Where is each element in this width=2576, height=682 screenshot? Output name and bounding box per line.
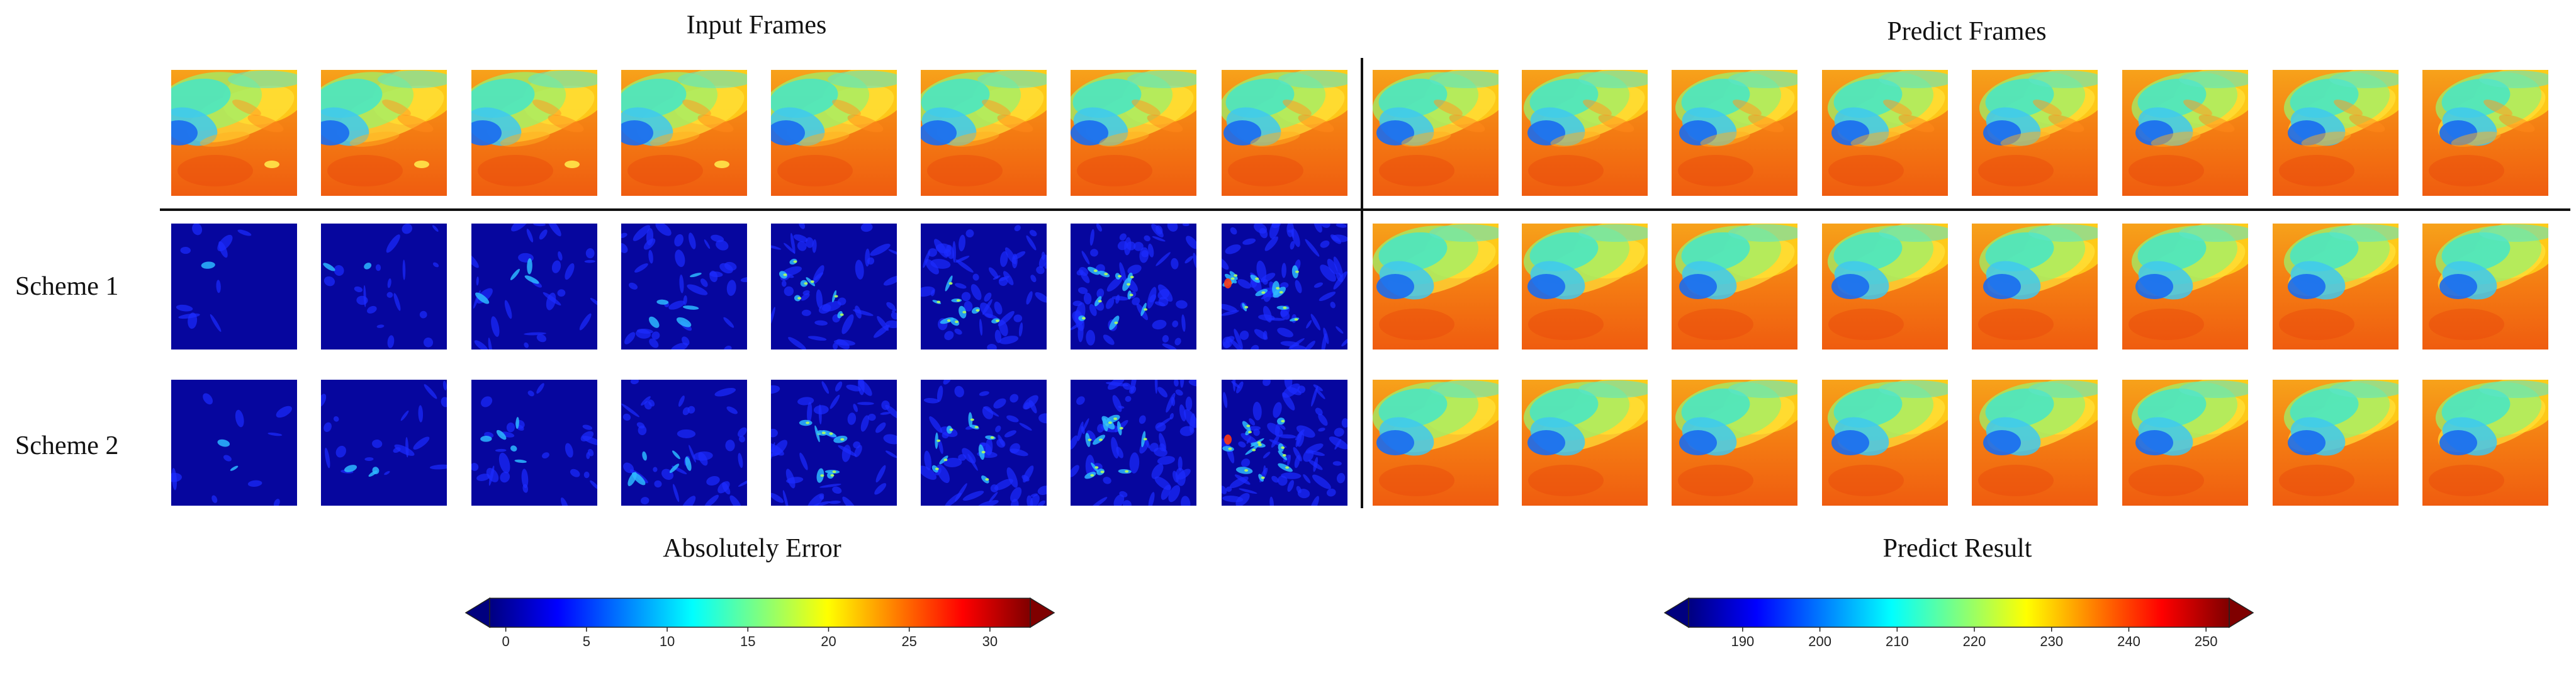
result-colorbar-extend-high (2229, 597, 2254, 628)
error-colorbar-extend-high (1030, 597, 1055, 628)
error-colorbar-gradient (489, 598, 1031, 628)
scheme-2-error-frame-6 (921, 380, 1047, 506)
scheme-1-predict-frame-4 (1822, 224, 1948, 350)
scheme-1-error-frame-6 (921, 224, 1047, 350)
row-label-scheme-2: Scheme 2 (15, 431, 119, 460)
input-frame-5 (771, 70, 897, 196)
scheme-1-error-frame-1 (171, 224, 297, 350)
scheme-2-predict-frame-7 (2273, 380, 2399, 506)
scheme-2-error-frame-7 (1071, 380, 1196, 506)
input-frame-1 (171, 70, 297, 196)
absolutely-error-title: Absolutely Error (663, 534, 841, 563)
predict-frame-3 (1672, 70, 1797, 196)
predict-frame-1 (1373, 70, 1499, 196)
input-frame-2 (321, 70, 447, 196)
predict-frame-7 (2273, 70, 2399, 196)
result-colorbar-tick-label-4: 230 (2040, 634, 2063, 649)
scheme-1-error-frame-3 (471, 224, 597, 350)
scheme-2-error-frame-5 (771, 380, 897, 506)
scheme-1-predict-frame-1 (1373, 224, 1499, 350)
result-colorbar-tick-label-3: 220 (1963, 634, 1986, 649)
result-colorbar-extend-low (1663, 597, 1689, 628)
input-frames-title: Input Frames (686, 11, 827, 40)
input-frame-7 (1071, 70, 1196, 196)
error-colorbar: 0 5 10 15 20 25 30 (464, 597, 1055, 649)
scheme-2-error-frame-8 (1222, 380, 1347, 506)
error-colorbar-extend-low (464, 597, 490, 628)
scheme-2-predict-frame-8 (2422, 380, 2548, 506)
scheme-1-predict-frame-7 (2273, 224, 2399, 350)
input-frame-6 (921, 70, 1047, 196)
scheme-1-predict-frame-2 (1522, 224, 1648, 350)
error-colorbar-tick-label-1: 5 (583, 634, 590, 649)
horizontal-separator (160, 208, 2570, 211)
predict-frame-8 (2422, 70, 2548, 196)
result-colorbar-gradient (1688, 598, 2230, 628)
scheme-2-error-frame-2 (321, 380, 447, 506)
predict-frame-2 (1522, 70, 1648, 196)
error-colorbar-tick-label-5: 25 (901, 634, 916, 649)
scheme-1-predict-frame-3 (1672, 224, 1797, 350)
input-frame-4 (621, 70, 747, 196)
result-colorbar-tick-label-2: 210 (1886, 634, 1909, 649)
scheme-1-error-frame-7 (1071, 224, 1196, 350)
scheme-2-predict-frame-6 (2122, 380, 2248, 506)
scheme-1-error-frame-4 (621, 224, 747, 350)
result-colorbar-tick-label-0: 190 (1731, 634, 1755, 649)
scheme-1-error-frame-8 (1222, 224, 1347, 350)
predict-result-title: Predict Result (1882, 534, 2032, 563)
row-label-scheme-1: Scheme 1 (15, 272, 119, 301)
result-colorbar: 190 200 210 220 230 240 250 (1663, 597, 2254, 649)
scheme-2-error-frame-1 (171, 380, 297, 506)
result-colorbar-tick-label-5: 240 (2117, 634, 2140, 649)
input-frame-8 (1222, 70, 1347, 196)
scheme-1-error-frame-5 (771, 224, 897, 350)
error-colorbar-tick-label-0: 0 (502, 634, 510, 649)
scheme-2-error-frame-3 (471, 380, 597, 506)
vertical-separator (1361, 58, 1363, 508)
scheme-1-predict-frame-8 (2422, 224, 2548, 350)
scheme-2-error-frame-4 (621, 380, 747, 506)
error-colorbar-tick-label-2: 10 (660, 634, 675, 649)
predict-frames-title: Predict Frames (1887, 17, 2047, 46)
scheme-1-predict-frame-6 (2122, 224, 2248, 350)
predict-frame-5 (1972, 70, 2098, 196)
result-colorbar-tick-label-1: 200 (1808, 634, 1831, 649)
error-colorbar-tick-label-4: 20 (821, 634, 836, 649)
result-colorbar-tick-label-6: 250 (2195, 634, 2218, 649)
input-frame-3 (471, 70, 597, 196)
scheme-2-predict-frame-4 (1822, 380, 1948, 506)
scheme-2-predict-frame-1 (1373, 380, 1499, 506)
scheme-1-predict-frame-5 (1972, 224, 2098, 350)
error-colorbar-tick-label-6: 30 (982, 634, 998, 649)
predict-frame-4 (1822, 70, 1948, 196)
error-colorbar-tick-label-3: 15 (740, 634, 755, 649)
scheme-2-predict-frame-5 (1972, 380, 2098, 506)
predict-frame-6 (2122, 70, 2248, 196)
scheme-2-predict-frame-3 (1672, 380, 1797, 506)
scheme-1-error-frame-2 (321, 224, 447, 350)
scheme-2-predict-frame-2 (1522, 380, 1648, 506)
